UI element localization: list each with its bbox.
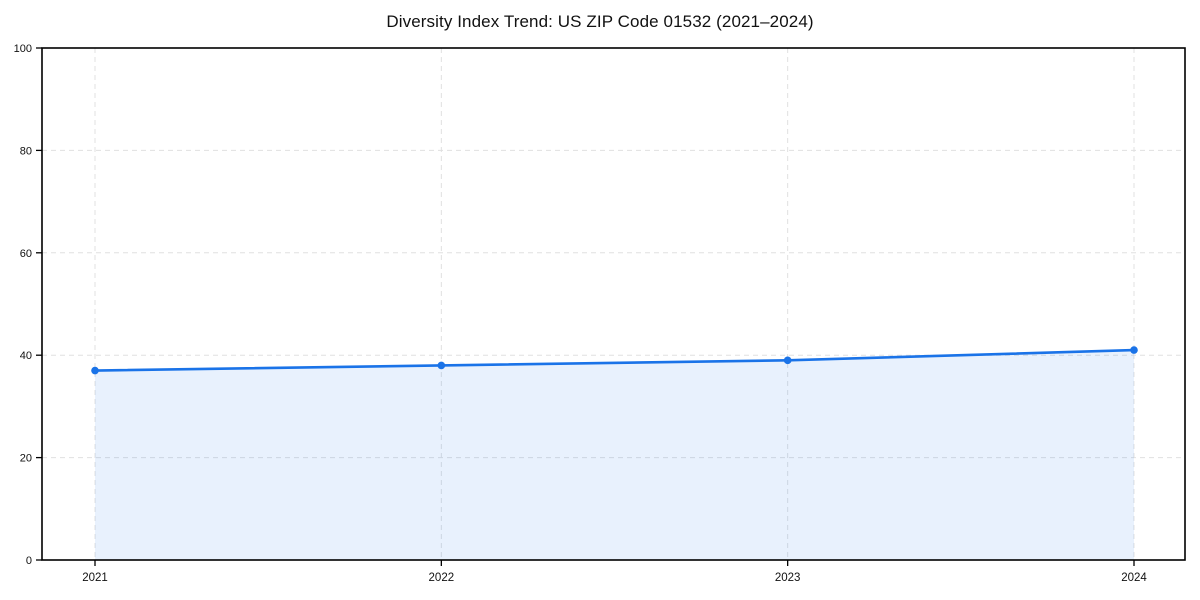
y-tick-label: 80 [20,145,32,157]
x-tick-label: 2023 [775,572,801,584]
y-tick-label: 60 [20,248,32,260]
data-point-2023 [783,356,792,365]
x-tick-label: 2022 [429,572,455,584]
data-point-2024 [1130,346,1138,354]
data-point-2021 [91,366,99,375]
y-tick-label: 40 [20,350,32,362]
data-point-2022 [437,361,446,370]
plot-frame [41,47,1186,561]
trend-line [93,348,1136,372]
y-tick-label: 100 [14,43,32,55]
chart-title: Diversity Index Trend: US ZIP Code 01532… [386,12,814,31]
x-tick-label: 2021 [82,572,108,584]
y-tick-label: 0 [26,555,32,567]
y-tick-label: 20 [20,453,32,465]
x-tick-label: 2024 [1121,572,1147,584]
area-fill [95,350,1134,560]
